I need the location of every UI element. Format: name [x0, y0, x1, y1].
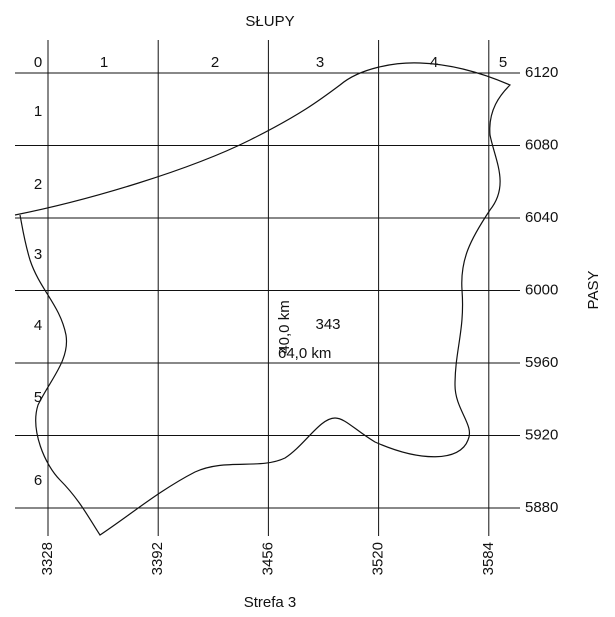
y-tick-label: 5920: [525, 426, 558, 443]
column-label: 4: [430, 54, 438, 71]
row-label: 4: [34, 317, 42, 334]
title: SŁUPY: [245, 13, 294, 30]
row-label: 1: [34, 103, 42, 120]
side-label: PASY: [585, 271, 602, 310]
column-label: 3: [316, 54, 324, 71]
column-label: 5: [499, 54, 507, 71]
column-label: 1: [100, 54, 108, 71]
row-label: 2: [34, 176, 42, 193]
y-tick-label: 6040: [525, 209, 558, 226]
y-tick-label: 6000: [525, 281, 558, 298]
column-label: 0: [34, 54, 42, 71]
column-label: 2: [211, 54, 219, 71]
y-tick-label: 5880: [525, 499, 558, 516]
y-tick-label: 6080: [525, 136, 558, 153]
sheet-height: 40,0 km: [276, 300, 293, 353]
sheet-width: 64,0 km: [278, 345, 331, 362]
y-tick-label: 5960: [525, 354, 558, 371]
x-tick-label: 3584: [480, 542, 497, 575]
y-tick-label: 6120: [525, 64, 558, 81]
x-tick-label: 3456: [259, 542, 276, 575]
x-tick-label: 3328: [39, 542, 56, 575]
row-label: 3: [34, 246, 42, 263]
footer: Strefa 3: [244, 594, 297, 611]
row-label: 5: [34, 389, 42, 406]
sheet-number: 343: [315, 316, 340, 333]
row-label: 6: [34, 472, 42, 489]
zone-boundary: [14, 62, 512, 536]
x-tick-label: 3392: [149, 542, 166, 575]
x-tick-label: 3520: [370, 542, 387, 575]
